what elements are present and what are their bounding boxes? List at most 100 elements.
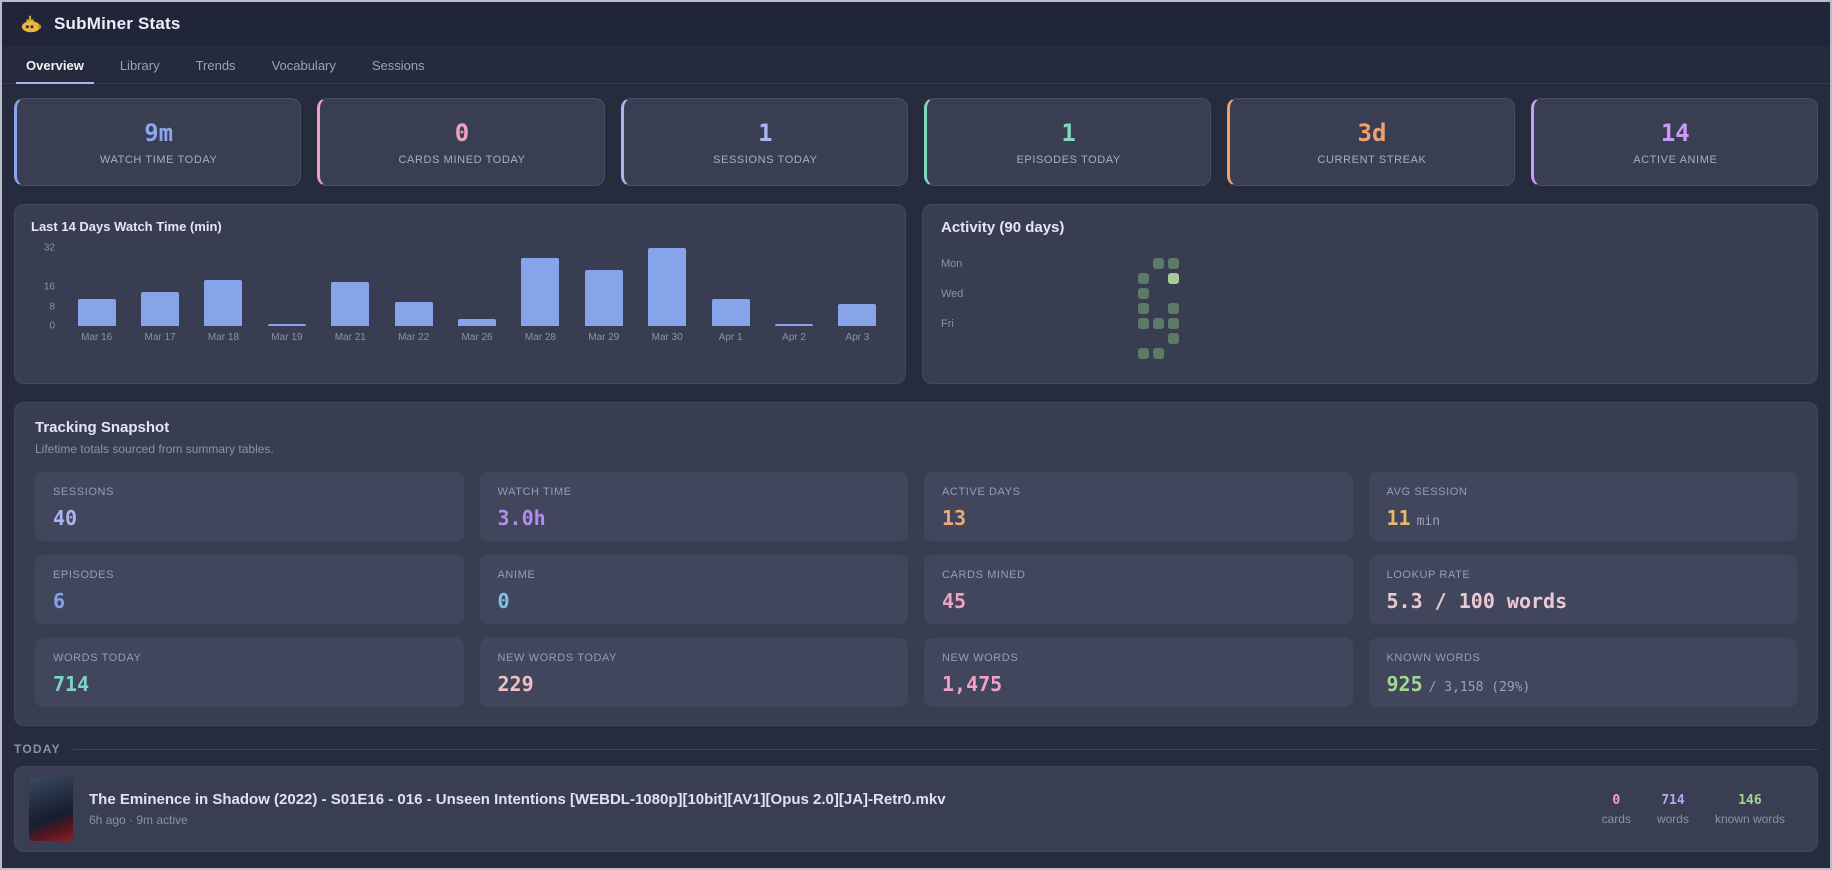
stat-card-value: 0 [454, 118, 470, 147]
snapshot-tile-value: 3.0h [497, 506, 546, 530]
today-heading: TODAY [14, 742, 61, 756]
stat-card-label: ACTIVE ANIME [1633, 153, 1718, 166]
bar-slot [572, 269, 635, 326]
x-tick-label: Apr 2 [782, 332, 806, 343]
bar-slot [762, 323, 825, 326]
snapshot-tile: WORDS TODAY 714 [35, 638, 464, 707]
app-header: SubMiner Stats [2, 2, 1830, 46]
bar [838, 304, 877, 326]
stat-card: 1 SESSIONS TODAY [620, 98, 908, 186]
bar [458, 318, 497, 326]
y-tick-label: 32 [43, 242, 55, 254]
heatmap-cell [1168, 303, 1179, 314]
tracking-snapshot-panel: Tracking Snapshot Lifetime totals source… [14, 402, 1818, 726]
episode-row[interactable]: The Eminence in Shadow (2022) - S01E16 -… [14, 766, 1818, 852]
snapshot-tile-label: ANIME [497, 569, 536, 581]
main-content: 9m WATCH TIME TODAY 0 CARDS MINED TODAY 1 SES… [2, 98, 1830, 852]
episode-stats: 0 cards 714 words 146 known words [1602, 793, 1799, 826]
heatmap-cell [1168, 273, 1179, 284]
stat-card-label: CURRENT STREAK [1317, 153, 1427, 166]
heatmap-cell [1153, 258, 1164, 269]
snapshot-tile-value: 13 [942, 506, 967, 530]
submarine-logo-icon [20, 13, 42, 35]
bar [394, 301, 433, 326]
stat-card: 0 CARDS MINED TODAY [317, 98, 605, 186]
episode-stat-label: words [1656, 811, 1689, 826]
bar-slot [255, 323, 318, 326]
tab-trends[interactable]: Trends [195, 58, 236, 73]
bar-slot [445, 318, 508, 326]
snapshot-tile: AVG SESSION 11 min [1368, 472, 1797, 541]
bar [267, 323, 306, 326]
bar-slot [128, 291, 191, 326]
stat-card-label: WATCH TIME TODAY [99, 153, 218, 166]
snapshot-tile-label: NEW WORDS TODAY [497, 652, 618, 664]
snapshot-tile-suffix: / 3,158 (29%) [1428, 680, 1531, 695]
bar-slot [192, 279, 255, 326]
heatmap-day-label: Mon [941, 258, 963, 270]
bar [711, 299, 750, 326]
stat-card-label: EPISODES TODAY [1016, 153, 1121, 166]
tab-overview[interactable]: Overview [12, 46, 98, 84]
snapshot-tile-value-row: 40 [53, 506, 446, 530]
episode-stat: 714 words [1657, 793, 1689, 826]
stat-card-value: 3d [1357, 118, 1387, 147]
snapshot-tile-value-row: 714 [53, 672, 446, 696]
chart-plot-area: Mar 16 Mar 17 Mar 18 Mar 19 Mar 21 Mar 22 Mar … [65, 248, 889, 343]
episode-stat-value: 714 [1661, 792, 1685, 808]
snapshot-tile-label: LOOKUP RATE [1386, 569, 1471, 581]
stat-card: 14 ACTIVE ANIME [1530, 98, 1818, 186]
snapshot-tile-value-row: 6 [53, 589, 446, 613]
y-tick-label: 16 [43, 281, 55, 293]
bar [584, 269, 623, 326]
x-tick-label: Mar 28 [524, 332, 556, 343]
snapshot-tile-label: AVG SESSION [1386, 486, 1468, 498]
snapshot-tile: ANIME 0 [479, 555, 908, 624]
snapshot-tile-label: SESSIONS [53, 486, 115, 498]
episode-stat-label: known words [1714, 811, 1785, 826]
x-tick-label: Mar 22 [398, 332, 430, 343]
bar [774, 323, 813, 326]
x-tick-label: Mar 19 [271, 332, 303, 343]
snapshot-tile-label: ACTIVE DAYS [942, 486, 1021, 498]
bar-slot [319, 282, 382, 326]
stat-cards-row: 9m WATCH TIME TODAY 0 CARDS MINED TODAY 1 SES… [14, 98, 1818, 186]
heatmap-day-label: Fri [941, 318, 954, 330]
snapshot-tiles-grid: SESSIONS 40 WATCH TIME 3.0h ACTIVE DAYS 13 AVG… [35, 472, 1797, 707]
stat-card: 3d CURRENT STREAK [1227, 98, 1515, 186]
snapshot-tile-label: NEW WORDS [942, 652, 1019, 664]
snapshot-tile-label: WATCH TIME [497, 486, 572, 498]
snapshot-tile-value: 5.3 / 100 words [1386, 589, 1568, 613]
tab-sessions[interactable]: Sessions [371, 58, 425, 73]
stat-card-value: 1 [1061, 118, 1076, 147]
bar [77, 299, 116, 326]
snapshot-tile-value-row: 5.3 / 100 words [1387, 589, 1780, 613]
snapshot-tile-value-row: 0 [498, 589, 891, 613]
bar-slot [65, 299, 128, 326]
snapshot-tile-value: 11 [1386, 506, 1411, 530]
snapshot-tile: WATCH TIME 3.0h [479, 472, 908, 541]
snapshot-subtitle: Lifetime totals sourced from summary tab… [35, 442, 274, 456]
chart-bars [65, 248, 889, 326]
watch-time-bar-chart: 0 8 16 32 Mar 16 Mar 17 Mar 18 Mar 19 Mar 21 Mar… [31, 243, 889, 343]
tab-vocabulary[interactable]: Vocabulary [271, 58, 336, 73]
x-tick-label: Mar 30 [651, 332, 683, 343]
snapshot-tile: CARDS MINED 45 [924, 555, 1353, 624]
snapshot-tile: NEW WORDS TODAY 229 [479, 638, 908, 707]
heatmap-cell [1138, 348, 1149, 359]
x-tick-label: Mar 17 [144, 332, 176, 343]
snapshot-tile-label: WORDS TODAY [53, 652, 142, 664]
bar [141, 291, 180, 326]
heatmap-cell [1138, 303, 1149, 314]
x-tick-label: Mar 21 [334, 332, 366, 343]
tab-library[interactable]: Library [119, 58, 160, 73]
episode-text: The Eminence in Shadow (2022) - S01E16 -… [89, 791, 1586, 827]
chart-x-axis: Mar 16 Mar 17 Mar 18 Mar 19 Mar 21 Mar 22 Mar … [65, 332, 889, 343]
stat-card: 1 EPISODES TODAY [923, 98, 1212, 186]
snapshot-tile-suffix: min [1416, 514, 1441, 529]
chart-y-axis: 0 8 16 32 [31, 243, 65, 332]
snapshot-tile-label: CARDS MINED [942, 569, 1026, 581]
bar-slot [636, 248, 699, 326]
snapshot-tile-value-row: 45 [942, 589, 1335, 613]
